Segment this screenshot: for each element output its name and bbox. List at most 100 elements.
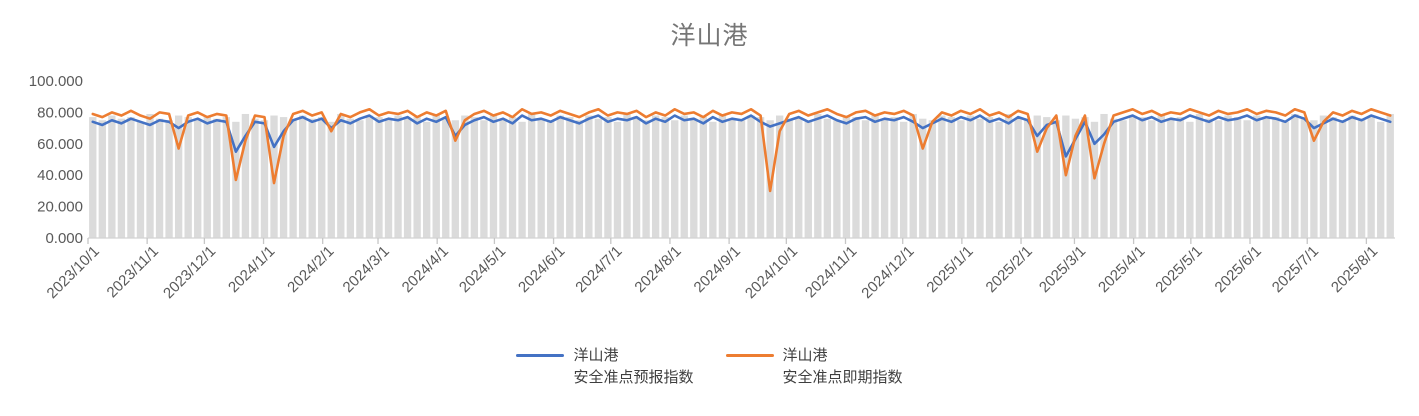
forecast-line-swatch xyxy=(516,354,565,357)
background-bar xyxy=(1004,113,1013,238)
background-bar xyxy=(1138,117,1146,238)
background-bar xyxy=(1176,117,1185,238)
x-axis-label: 2025/5/1 xyxy=(1152,243,1205,296)
background-bar xyxy=(842,115,851,238)
x-axis-label: 2023/12/1 xyxy=(160,243,219,302)
background-bar xyxy=(833,120,841,238)
background-bar xyxy=(203,115,211,238)
x-axis-label: 2025/8/1 xyxy=(1328,243,1381,296)
background-bar xyxy=(594,118,603,238)
chart-title: 洋山港 xyxy=(670,22,749,50)
background-bar xyxy=(728,118,736,238)
background-bar xyxy=(1214,120,1223,238)
background-bar xyxy=(1071,118,1080,238)
background-bar xyxy=(1062,115,1070,238)
background-bar xyxy=(823,118,832,238)
background-bar xyxy=(318,117,326,238)
y-axis-label: 20.000 xyxy=(37,199,83,216)
background-bar xyxy=(871,115,879,238)
x-axis-label: 2024/10/1 xyxy=(742,243,801,302)
background-bar xyxy=(909,113,917,238)
background-bar xyxy=(928,120,936,238)
background-bar xyxy=(814,113,822,238)
background-bar xyxy=(880,118,889,238)
background-bar xyxy=(632,118,641,238)
background-bar xyxy=(890,117,898,238)
background-bar xyxy=(461,115,469,238)
background-bar xyxy=(785,118,793,238)
y-axis-label: 0.000 xyxy=(45,230,83,247)
background-bar xyxy=(403,118,412,238)
background-bar xyxy=(451,120,459,238)
background-bar xyxy=(1386,113,1394,238)
background-bar xyxy=(308,118,316,238)
background-bar xyxy=(966,115,975,238)
background-bar xyxy=(651,115,660,238)
background-bar xyxy=(623,113,631,238)
background-bar xyxy=(1109,118,1118,238)
background-bar xyxy=(127,117,135,238)
background-bar xyxy=(327,121,335,238)
legend-item-forecast[interactable]: 洋山港 安全准点预报指数 xyxy=(516,345,694,389)
background-bar xyxy=(690,118,698,238)
x-axis-label: 2024/6/1 xyxy=(515,243,568,296)
x-axis-label: 2024/4/1 xyxy=(399,243,452,296)
forecast-legend-label: 洋山港 安全准点预报指数 xyxy=(573,347,694,386)
x-axis-label: 2025/7/1 xyxy=(1269,243,1322,296)
background-bar xyxy=(260,120,269,238)
background-bar xyxy=(1081,117,1089,238)
background-bar xyxy=(384,120,393,238)
background-bar xyxy=(146,113,154,238)
background-bar xyxy=(174,115,183,238)
background-bar xyxy=(1119,120,1127,238)
background-bar xyxy=(365,115,374,238)
x-axis-label: 2024/2/1 xyxy=(284,243,337,296)
x-axis-label: 2024/3/1 xyxy=(340,243,393,296)
background-bar xyxy=(1357,118,1366,238)
background-bar xyxy=(661,117,669,238)
background-bar xyxy=(1205,118,1213,238)
background-bar xyxy=(1281,121,1289,238)
x-axis-label: 2023/11/1 xyxy=(104,243,162,301)
background-bar xyxy=(98,120,106,238)
background-bar xyxy=(489,115,498,238)
background-bar xyxy=(279,117,288,238)
background-bar xyxy=(375,117,383,238)
background-bar xyxy=(1090,121,1099,238)
background-bar xyxy=(938,115,946,238)
background-bar xyxy=(394,115,402,238)
x-axis-label: 2024/11/1 xyxy=(802,243,860,301)
x-axis-label: 2023/10/1 xyxy=(44,243,103,302)
x-axis-label: 2025/6/1 xyxy=(1212,243,1265,296)
background-bar xyxy=(155,118,164,238)
background-bar xyxy=(423,121,431,238)
background-bar xyxy=(775,115,784,238)
background-bar xyxy=(1367,117,1375,238)
background-bar xyxy=(613,121,622,238)
background-bar xyxy=(1100,113,1108,238)
background-bar xyxy=(337,113,345,238)
background-bar xyxy=(995,121,1003,238)
background-bar xyxy=(1195,113,1204,238)
background-bar xyxy=(289,120,297,238)
background-bar xyxy=(795,117,803,238)
background-bar xyxy=(117,118,126,238)
spot-line-swatch xyxy=(725,354,774,357)
background-bar xyxy=(346,118,355,238)
x-axis-label: 2024/12/1 xyxy=(858,243,917,302)
legend-item-spot[interactable]: 洋山港 安全准点即期指数 xyxy=(725,345,903,389)
background-bar xyxy=(432,113,440,238)
background-bar xyxy=(976,118,984,238)
y-axis-label: 40.000 xyxy=(37,167,83,184)
background-bar xyxy=(89,117,97,238)
y-axis-label: 80.000 xyxy=(37,104,83,121)
x-axis-label: 2024/5/1 xyxy=(456,243,509,296)
background-bar xyxy=(1014,118,1022,238)
background-bar xyxy=(537,118,545,238)
background-bar xyxy=(470,117,479,238)
background-bar xyxy=(766,120,774,238)
background-bar xyxy=(947,117,956,238)
x-axis-label: 2025/1/1 xyxy=(923,243,976,296)
background-bar xyxy=(413,117,421,238)
background-bar xyxy=(480,120,488,238)
